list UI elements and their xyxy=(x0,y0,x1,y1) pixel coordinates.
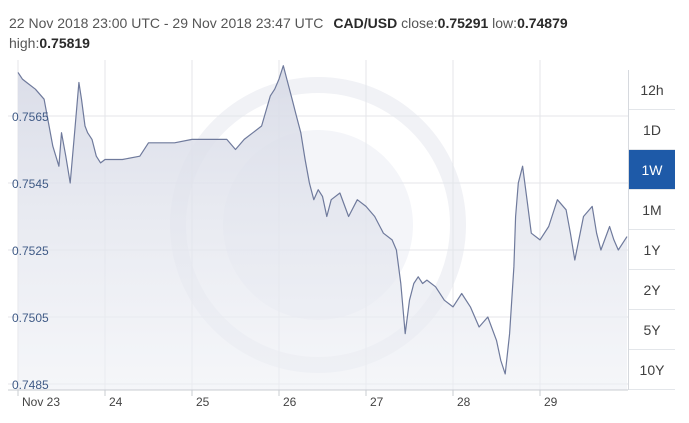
chart-header: 22 Nov 2018 23:00 UTC - 29 Nov 2018 23:4… xyxy=(9,13,649,53)
range-button-1y[interactable]: 1Y xyxy=(629,230,675,270)
range-button-1m[interactable]: 1M xyxy=(629,190,675,230)
low-label: low: xyxy=(492,15,518,31)
y-tick-label: 0.7525 xyxy=(12,244,49,258)
close-label: close: xyxy=(401,15,438,31)
x-tick-label: 28 xyxy=(457,395,471,409)
time-range-selector: 12h 1D 1W 1M 1Y 2Y 5Y 10Y xyxy=(628,70,675,390)
y-tick-label: 0.7485 xyxy=(12,378,49,392)
high-label: high: xyxy=(9,35,40,51)
currency-pair: CAD/USD xyxy=(333,15,398,31)
date-range-text: 22 Nov 2018 23:00 UTC - 29 Nov 2018 23:4… xyxy=(9,15,324,31)
range-button-10y[interactable]: 10Y xyxy=(629,350,675,390)
range-button-12h[interactable]: 12h xyxy=(629,70,675,110)
x-tick-label: 24 xyxy=(109,395,123,409)
x-tick-label: 27 xyxy=(370,395,384,409)
x-tick-label: 29 xyxy=(544,395,558,409)
x-tick-label: Nov 23 xyxy=(22,395,60,409)
y-tick-label: 0.7505 xyxy=(12,311,49,325)
series-area xyxy=(18,65,627,390)
x-tick-label: 26 xyxy=(283,395,297,409)
y-tick-label: 0.7545 xyxy=(12,177,49,191)
x-tick-label: 25 xyxy=(196,395,210,409)
range-button-5y[interactable]: 5Y xyxy=(629,310,675,350)
series-line xyxy=(17,65,628,375)
range-button-1d[interactable]: 1D xyxy=(629,110,675,150)
range-button-2y[interactable]: 2Y xyxy=(629,270,675,310)
low-value: 0.74879 xyxy=(517,15,568,31)
close-value: 0.75291 xyxy=(437,15,489,31)
y-tick-label: 0.7565 xyxy=(12,110,49,124)
high-value: 0.75819 xyxy=(39,35,90,51)
range-button-1w[interactable]: 1W xyxy=(629,150,675,190)
